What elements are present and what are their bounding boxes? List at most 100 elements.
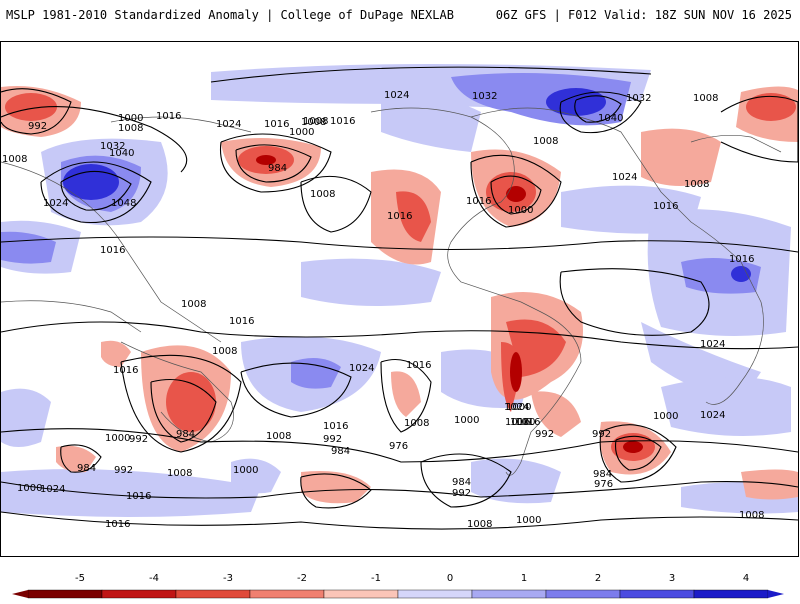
isobar-label: 1008 bbox=[303, 116, 328, 127]
isobar-label: 1000 bbox=[506, 402, 531, 413]
colorbar-right-arrow bbox=[768, 590, 784, 598]
isobar-label: 1008 bbox=[2, 154, 27, 165]
isobar-label: 1000 bbox=[516, 515, 541, 526]
isobar-label: 1048 bbox=[111, 198, 136, 209]
colorbar-segment bbox=[619, 589, 695, 599]
isobar-label: 984 bbox=[77, 463, 96, 474]
colorbar-tick-label: -2 bbox=[297, 573, 307, 584]
isobar-label: 1024 bbox=[700, 339, 725, 350]
isobar-label: 1024 bbox=[384, 90, 409, 101]
isobar-label: 976 bbox=[594, 479, 613, 490]
colorbar-tick-label: 3 bbox=[668, 573, 676, 584]
isobar-label: 1016 bbox=[406, 360, 431, 371]
isobar-label: 1000 bbox=[118, 113, 143, 124]
colorbar-segment bbox=[471, 589, 547, 599]
isobar-label: 1032 bbox=[626, 93, 651, 104]
isobar-label: 992 bbox=[129, 434, 148, 445]
isobar-label: 1032 bbox=[472, 91, 497, 102]
isobar-label: 1016 bbox=[229, 316, 254, 327]
colorbar-tick-label: -1 bbox=[371, 573, 381, 584]
colorbar-tick-label: 0 bbox=[446, 573, 454, 584]
isobar-label: 1000 bbox=[454, 415, 479, 426]
isobar-label: 1000 bbox=[289, 127, 314, 138]
isobar-label: 992 bbox=[323, 434, 342, 445]
isobar-label: 984 bbox=[593, 469, 612, 480]
isobar-label: 1008 bbox=[118, 123, 143, 134]
isobar-label: 1016 bbox=[323, 421, 348, 432]
isobar-label: 1040 bbox=[109, 148, 134, 159]
colorbar-segment bbox=[249, 589, 325, 599]
isobar-label: 1000 bbox=[653, 411, 678, 422]
isobar-label: 992 bbox=[535, 429, 554, 440]
isobar-label: 1016 bbox=[729, 254, 754, 265]
isobar-label: 1016 bbox=[466, 196, 491, 207]
colorbar-tick-label: 2 bbox=[594, 573, 602, 584]
isobar-label: 976 bbox=[389, 441, 408, 452]
isobar-label: 1024 bbox=[700, 410, 725, 421]
isobar-label: 1008 bbox=[739, 510, 764, 521]
isobar-label: 1024 bbox=[216, 119, 241, 130]
colorbar-tick-label: 1 bbox=[520, 573, 528, 584]
colorbar-left-arrow bbox=[12, 590, 28, 598]
map-title: MSLP 1981-2010 Standardized Anomaly | Co… bbox=[6, 8, 454, 22]
colorbar-tick-label: 4 bbox=[742, 573, 750, 584]
isobar-label: 1008 bbox=[467, 519, 492, 530]
isobar-label: 1008 bbox=[684, 179, 709, 190]
isobar-label: 1024 bbox=[40, 484, 65, 495]
isobar-label: 1016 bbox=[387, 211, 412, 222]
isobar-label: 984 bbox=[331, 446, 350, 457]
isobar-label: 992 bbox=[28, 121, 47, 132]
isobar-label: 1016 bbox=[100, 245, 125, 256]
isobar-label: 1008 bbox=[310, 189, 335, 200]
isobar-label: 1024 bbox=[504, 402, 529, 413]
isobar-label: 1000 bbox=[105, 433, 130, 444]
isobar-label: 1008 bbox=[533, 136, 558, 147]
isobar-label: 1016 bbox=[156, 111, 181, 122]
anomaly-map[interactable]: 1032102410321032104010089921000100810161… bbox=[0, 41, 799, 557]
isobar-label: 1016 bbox=[105, 519, 130, 530]
isobar-label: 992 bbox=[592, 429, 611, 440]
map-canvas: 1032102410321032104010089921000100810161… bbox=[1, 63, 798, 530]
isobar-label: 1008 bbox=[301, 117, 326, 128]
isobar-label: 1000 bbox=[508, 205, 533, 216]
negative-anomaly-strong bbox=[256, 155, 643, 453]
colorbar-segment bbox=[323, 589, 399, 599]
isobar-label: 1016 bbox=[653, 201, 678, 212]
isobar-label: 1008 bbox=[167, 468, 192, 479]
colorbar-tick-label: -3 bbox=[223, 573, 233, 584]
isobar-label: 1040 bbox=[598, 113, 623, 124]
colorbar-segment bbox=[175, 589, 251, 599]
isobar-label: 984 bbox=[176, 429, 195, 440]
isobar-label: 1008 bbox=[693, 93, 718, 104]
isobar-label: 1000 bbox=[233, 465, 258, 476]
isobar-label: 1016 bbox=[505, 417, 530, 428]
colorbar-segment bbox=[27, 589, 103, 599]
isobar-label: 984 bbox=[268, 163, 287, 174]
isobar-label: 1008 bbox=[404, 418, 429, 429]
colorbar-segment bbox=[397, 589, 473, 599]
isobar-label: 1008 bbox=[212, 346, 237, 357]
colorbar-segment bbox=[693, 589, 769, 599]
colorbar-canvas bbox=[12, 589, 784, 599]
anomaly-colorbar: -5-4-3-2-1012345 bbox=[0, 570, 800, 600]
isobar-label: 1024 bbox=[612, 172, 637, 183]
isobar-label: 1016 bbox=[126, 491, 151, 502]
isobar-label: 1024 bbox=[43, 198, 68, 209]
isobar-label: 1024 bbox=[349, 363, 374, 374]
isobar-label: 1008 bbox=[181, 299, 206, 310]
colorbar-tick-label: -5 bbox=[75, 573, 85, 584]
colorbar-tick-label: -4 bbox=[149, 573, 159, 584]
colorbar-segment bbox=[101, 589, 177, 599]
colorbar-segment bbox=[545, 589, 621, 599]
isobar-label: 1016 bbox=[515, 417, 540, 428]
isobar-label: 984 bbox=[452, 477, 471, 488]
isobar-label: 1016 bbox=[113, 365, 138, 376]
isobar-labels: 1032102410321032104010089921000100810161… bbox=[2, 90, 764, 530]
isobar-label: 992 bbox=[114, 465, 133, 476]
model-run-info: 06Z GFS | F012 Valid: 18Z SUN NOV 16 202… bbox=[495, 8, 792, 22]
isobar-label: 1032 bbox=[100, 141, 125, 152]
isobar-label: 1000 bbox=[17, 483, 42, 494]
isobar-label: 1008 bbox=[266, 431, 291, 442]
isobar-label: 1000 bbox=[510, 417, 535, 428]
isobars bbox=[1, 66, 798, 530]
